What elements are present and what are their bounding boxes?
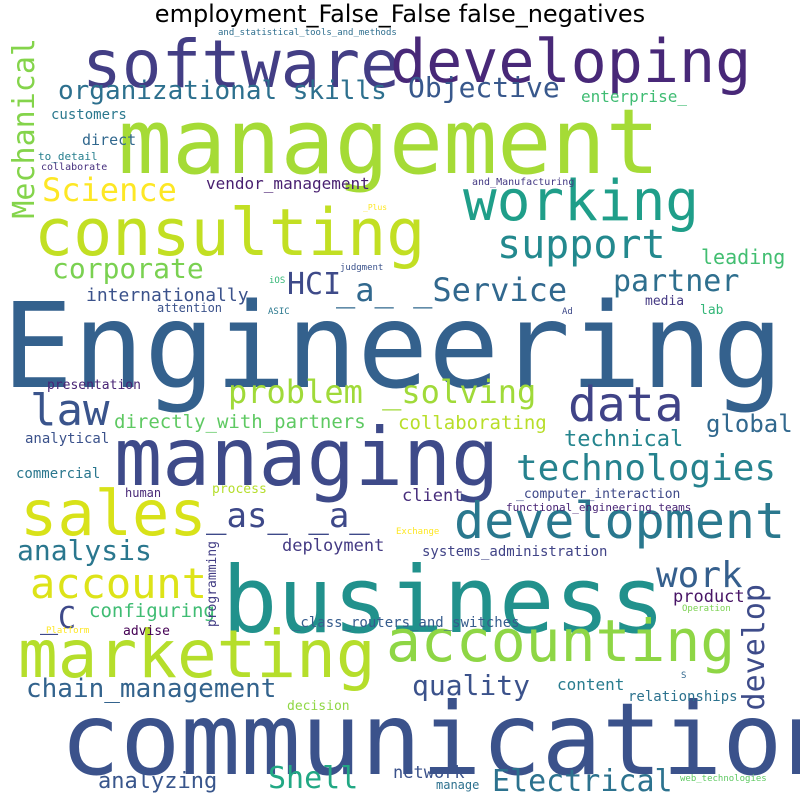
word-directly-with-partners: directly_with_partners (114, 411, 366, 433)
word-configuring: configuring (89, 600, 215, 622)
word-judgment: judgment (340, 263, 384, 273)
word-operation: Operation (682, 604, 731, 614)
word-problem-solving: problem _solving (228, 373, 537, 411)
word-objective: Objective (408, 71, 560, 104)
word-working: working (463, 169, 700, 234)
word-product: product (673, 587, 745, 607)
word-data: data (568, 377, 684, 433)
word-managing: managing (114, 411, 500, 504)
word-computer-interaction: _computer_interaction (516, 487, 681, 502)
word-programming: programming (205, 541, 220, 628)
word-business: business (222, 547, 666, 654)
word-work: work (656, 555, 743, 596)
word-technologies: technologies (516, 448, 777, 489)
word-relationships: relationships (628, 689, 738, 705)
word-direct: direct (82, 131, 137, 149)
word-vendor-management: vendor_management (206, 174, 370, 193)
word-human: human (125, 486, 162, 500)
word-plus: _Plus (363, 203, 388, 212)
word-mechanical: Mechanical (7, 38, 42, 219)
word-and-statistical-tools-and-methods: and_statistical_tools_and_methods (218, 28, 397, 38)
word-collaborating: collaborating (398, 412, 547, 434)
word-client: client (402, 486, 464, 506)
word-account: account (30, 559, 208, 608)
word-organizational-skills: organizational skills (58, 76, 387, 106)
word-consulting: consulting (34, 196, 426, 271)
word-developing: developing (390, 27, 752, 97)
word-s: S (681, 671, 687, 681)
word-presentation: presentation (47, 378, 141, 393)
word-manage: manage (436, 778, 480, 792)
word-engineering: Engineering (2, 277, 784, 415)
word-media: media (645, 294, 685, 309)
word-collaborate: collaborate (41, 162, 108, 173)
word-asic: ASIC (268, 307, 290, 317)
word-analytical: analytical (25, 431, 110, 447)
word-c: _C (40, 601, 77, 636)
word-partner: partner (613, 264, 740, 299)
word-content: content (557, 675, 625, 694)
word-process: process (212, 482, 267, 497)
word-internationally: internationally (86, 285, 249, 306)
word-leading: leading (701, 245, 786, 269)
word-functional-engineering-teams: functional_engineering_teams (506, 501, 692, 514)
word-shell: Shell (268, 761, 359, 796)
word-accounting: accounting (386, 607, 736, 675)
word-as-a: _as_ _a_ (206, 496, 370, 536)
word-software: software (82, 26, 400, 103)
word-exchange: Exchange (396, 527, 440, 537)
word-platform: Platform (46, 626, 90, 636)
word-ad: Ad (562, 307, 573, 317)
word-a-service: _a_ _Service (336, 271, 568, 309)
word-web-technologies: web_technologies (680, 774, 767, 784)
word-ios: iOS (269, 276, 286, 286)
word-decision: decision (287, 699, 350, 714)
word-lab: lab (700, 303, 724, 318)
word-corporate: corporate (52, 252, 204, 285)
word-technical: technical (564, 427, 684, 452)
word-analysis: analysis (17, 534, 152, 567)
word-support: support (497, 222, 666, 268)
word-commercial: commercial (16, 466, 101, 482)
word-law: law (30, 385, 110, 436)
word-electrical: Electrical (492, 764, 673, 799)
word-marketing: marketing (18, 616, 376, 693)
chart-title: employment_False_False false_negatives (154, 0, 646, 28)
word-global: global (706, 410, 793, 438)
word-advise: advise (123, 624, 170, 639)
word-analyzing: analyzing (98, 769, 218, 794)
word-management: management (118, 90, 660, 195)
word-class-routers-and-switches: _class_routers_and_switches (292, 615, 520, 631)
word-hci: HCI (287, 267, 342, 302)
word-communication: communication (60, 681, 800, 798)
word-sales: sales (20, 477, 207, 550)
word-deployment: deployment (282, 536, 385, 556)
word-network: network (393, 763, 465, 783)
word-systems-administration: systems_administration (422, 544, 608, 560)
word-development: development (454, 492, 786, 550)
word-enterprise: enterprise_ (581, 87, 687, 106)
word-chain-management: chain_management (26, 674, 277, 704)
word-customers: customers (51, 107, 127, 123)
word-science: Science (42, 171, 177, 209)
word-and-manufacturing: and_Manufacturing (472, 177, 575, 188)
word-quality: quality (412, 669, 531, 702)
word-to-detail: to_detail (38, 150, 98, 163)
word-attention: attention (157, 301, 223, 315)
